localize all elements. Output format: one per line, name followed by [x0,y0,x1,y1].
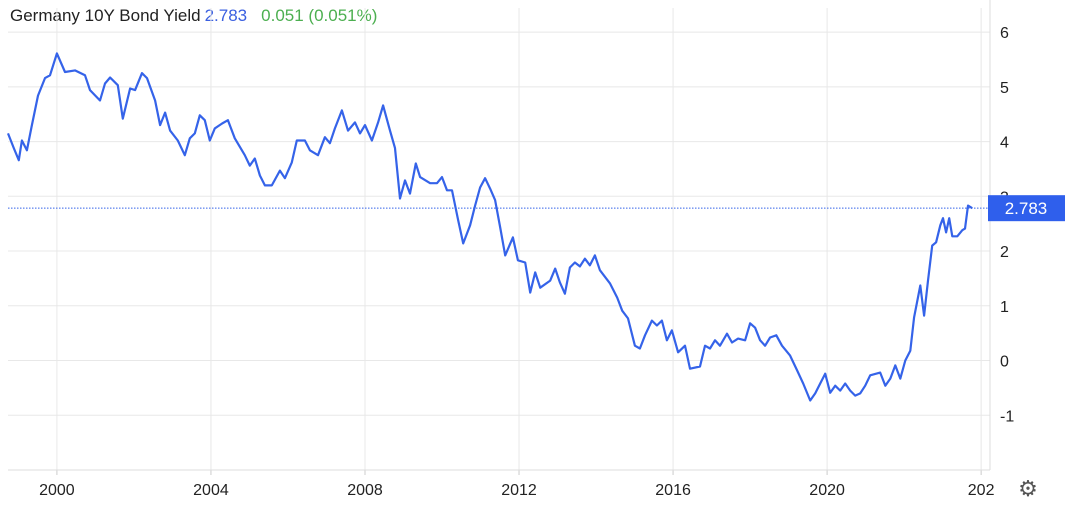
y-tick-label: 6 [1000,25,1009,42]
last-value-badge [988,195,1065,222]
gear-icon[interactable]: ⚙ [1018,476,1038,501]
yield-line [6,52,973,402]
legend-title: Germany 10Y Bond Yield [10,6,201,25]
legend-change: 0.051 (0.051%) [261,6,378,25]
x-tick-label: 2012 [501,482,537,499]
x-tick-label: 202 [968,482,995,499]
x-tick-label: 2004 [193,482,229,499]
last-value-label: 2.783 [1005,199,1048,218]
x-tick-label: 2020 [809,482,845,499]
x-tick-label: 2008 [347,482,383,499]
y-tick-label: 5 [1000,80,1009,97]
legend-value: 2.783 [204,6,248,25]
y-tick-label: 0 [1000,354,1009,371]
axes: -10123456200020042008201220162020202 [8,0,1014,499]
x-tick-label: 2016 [655,482,691,499]
x-tick-label: 2000 [39,482,75,499]
y-tick-label: 4 [1000,135,1009,152]
y-tick-label: 1 [1000,299,1009,316]
chart-legend: Germany 10Y Bond Yield 2.783 0.051 (0.051%… [10,6,377,26]
grid [8,8,990,470]
series [6,52,973,402]
y-tick-label: -1 [1000,408,1014,425]
y-tick-label: 2 [1000,244,1009,261]
last-value-marker: 2.783 [8,195,1065,222]
